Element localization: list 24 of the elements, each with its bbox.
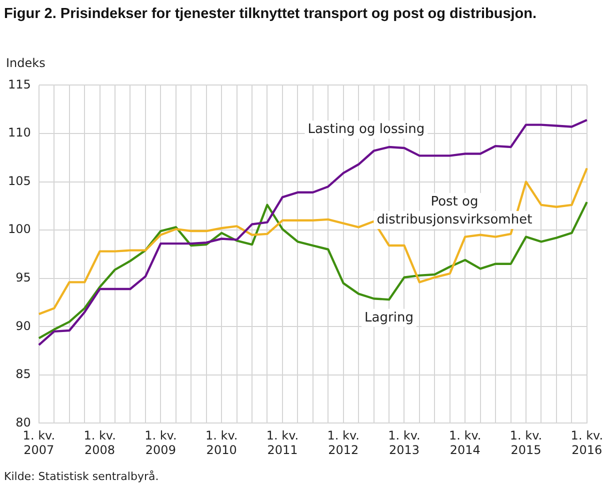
x-tick-label: 1. kv. 2007 — [22, 428, 56, 457]
x-tick-label: 1. kv. 2011 — [266, 428, 299, 457]
y-tick-label: 85 — [16, 367, 31, 382]
y-tick-label: 100 — [8, 222, 31, 236]
y-tick-label: 95 — [16, 270, 31, 284]
series-label: Lasting og lossing — [308, 122, 425, 137]
y-tick-label: 110 — [8, 126, 31, 140]
x-tick-label: 1. kv. 2009 — [144, 428, 177, 457]
x-tick-label: 1. kv. 2013 — [388, 428, 420, 457]
x-tick-label: 1. kv. 2008 — [84, 428, 116, 457]
x-tick-label: 1. kv. 2015 — [510, 428, 542, 457]
y-tick-label: 105 — [8, 174, 31, 188]
x-tick-label: 1. kv. 2014 — [449, 428, 482, 457]
series-label: Post og distribusjonsvirksomhet — [376, 194, 532, 228]
y-tick-label: 80 — [16, 415, 31, 430]
y-axis-title: Indeks — [6, 56, 46, 70]
series-label: Lagring — [364, 310, 414, 326]
chart-title: Figur 2. Prisindekser for tjenester tilknyttet transport og post og distribusjon. — [4, 6, 537, 22]
y-tick-label: 90 — [16, 318, 31, 333]
y-tick-label: 115 — [8, 77, 31, 92]
text: Kilde: Statistisk sentralbyrå. — [4, 470, 159, 483]
x-tick-label: 1. kv. 2012 — [327, 428, 360, 457]
x-tick-label: 1. kv. 2016 — [570, 428, 604, 457]
x-tick-label: 1. kv. 2010 — [205, 428, 238, 457]
